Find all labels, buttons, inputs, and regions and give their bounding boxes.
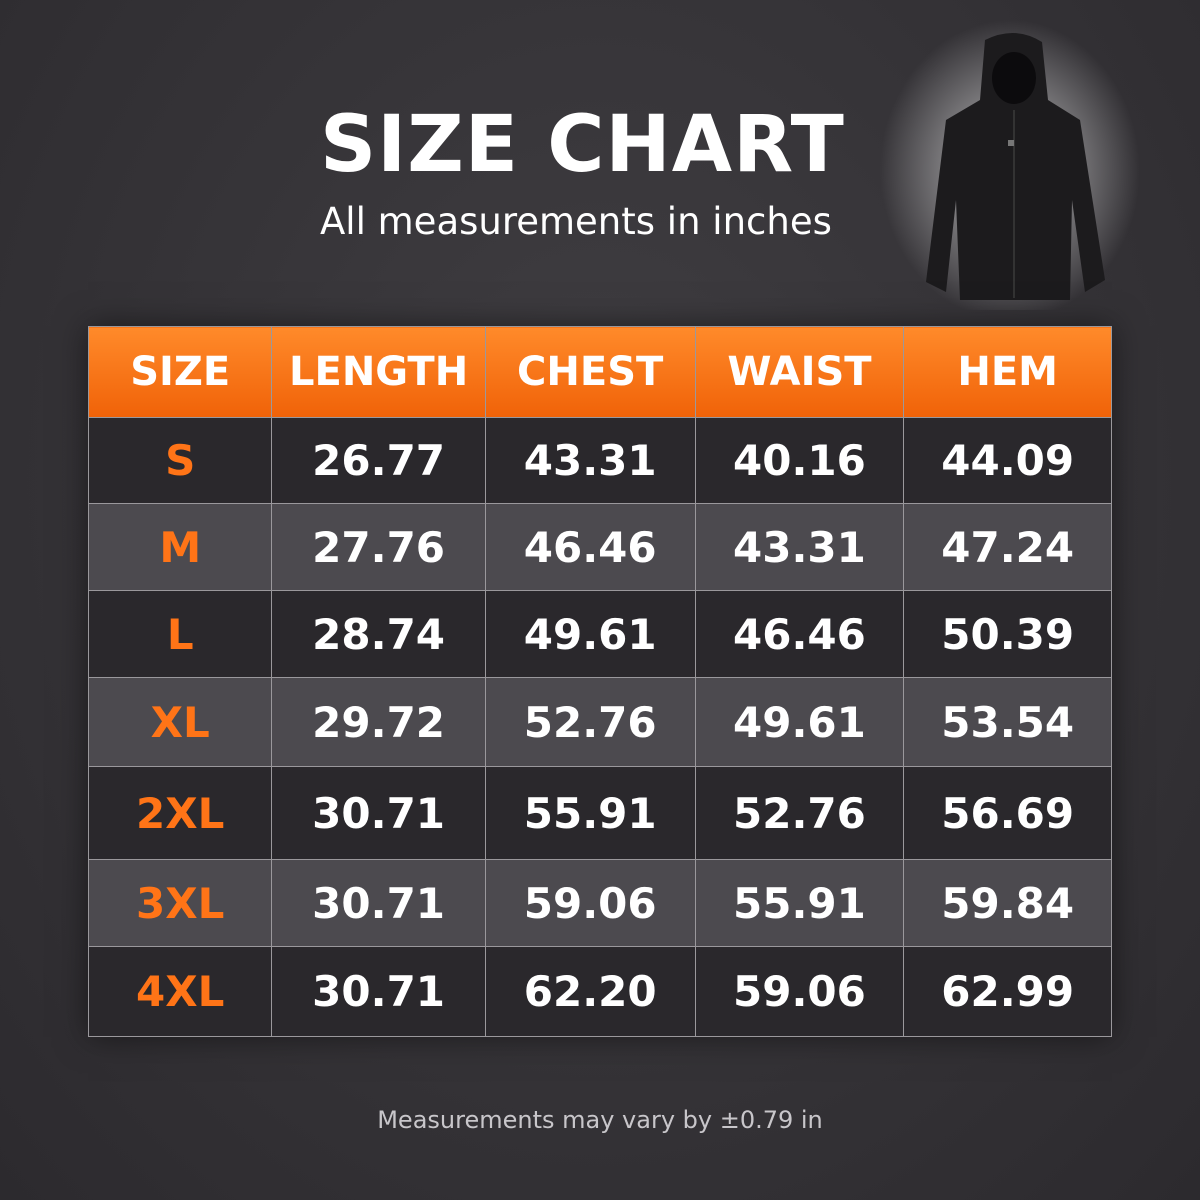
subtitle: All measurements in inches bbox=[320, 200, 832, 243]
measurement-cell: 62.20 bbox=[484, 946, 696, 1037]
measurement-cell: 30.71 bbox=[271, 766, 486, 860]
table-body: S 26.77 43.31 40.16 44.09 M 27.76 46.46 43.31 47.… bbox=[87, 417, 1112, 1037]
column-header: CHEST bbox=[484, 326, 696, 418]
table-row: XL 29.72 52.76 49.61 53.54 bbox=[87, 677, 1112, 767]
size-cell: M bbox=[87, 503, 273, 591]
size-cell: XL bbox=[87, 677, 273, 767]
measurement-cell: 52.76 bbox=[694, 766, 905, 860]
measurement-cell: 59.84 bbox=[903, 859, 1112, 947]
size-cell: L bbox=[87, 590, 273, 678]
measurement-cell: 55.91 bbox=[694, 859, 905, 947]
measurement-cell: 30.71 bbox=[271, 946, 486, 1037]
measurement-cell: 43.31 bbox=[484, 417, 696, 504]
table-row: 4XL 30.71 62.20 59.06 62.99 bbox=[87, 946, 1112, 1037]
measurement-cell: 28.74 bbox=[271, 590, 486, 678]
measurement-cell: 49.61 bbox=[694, 677, 905, 767]
column-header: WAIST bbox=[694, 326, 905, 418]
measurement-cell: 43.31 bbox=[694, 503, 905, 591]
measurement-cell: 46.46 bbox=[694, 590, 905, 678]
measurement-cell: 40.16 bbox=[694, 417, 905, 504]
measurement-cell: 49.61 bbox=[484, 590, 696, 678]
measurement-cell: 30.71 bbox=[271, 859, 486, 947]
measurement-cell: 29.72 bbox=[271, 677, 486, 767]
table-row: M 27.76 46.46 43.31 47.24 bbox=[87, 503, 1112, 591]
jacket-image bbox=[880, 20, 1140, 310]
table-row: 3XL 30.71 59.06 55.91 59.84 bbox=[87, 859, 1112, 947]
measurement-cell: 44.09 bbox=[903, 417, 1112, 504]
measurement-cell: 26.77 bbox=[271, 417, 486, 504]
footer-note: Measurements may vary by ±0.79 in bbox=[377, 1106, 823, 1134]
size-cell: 3XL bbox=[87, 859, 273, 947]
column-header: LENGTH bbox=[271, 326, 486, 418]
column-header: SIZE bbox=[87, 326, 273, 418]
measurement-cell: 53.54 bbox=[903, 677, 1112, 767]
size-cell: 4XL bbox=[87, 946, 273, 1037]
title: SIZE CHART bbox=[320, 100, 845, 190]
size-cell: 2XL bbox=[87, 766, 273, 860]
table-row: 2XL 30.71 55.91 52.76 56.69 bbox=[87, 766, 1112, 860]
measurement-cell: 27.76 bbox=[271, 503, 486, 591]
measurement-cell: 50.39 bbox=[903, 590, 1112, 678]
measurement-cell: 55.91 bbox=[484, 766, 696, 860]
header-row: SIZE LENGTH CHEST WAIST HEM bbox=[87, 326, 1112, 418]
measurement-cell: 46.46 bbox=[484, 503, 696, 591]
size-cell: S bbox=[87, 417, 273, 504]
table-row: L 28.74 49.61 46.46 50.39 bbox=[87, 590, 1112, 678]
size-table: SIZE LENGTH CHEST WAIST HEM S 26.77 43.31 40.16… bbox=[87, 326, 1112, 1037]
measurement-cell: 52.76 bbox=[484, 677, 696, 767]
measurement-cell: 59.06 bbox=[484, 859, 696, 947]
measurement-cell: 47.24 bbox=[903, 503, 1112, 591]
column-header: HEM bbox=[903, 326, 1112, 418]
measurement-cell: 59.06 bbox=[694, 946, 905, 1037]
measurement-cell: 56.69 bbox=[903, 766, 1112, 860]
measurement-cell: 62.99 bbox=[903, 946, 1112, 1037]
table-row: S 26.77 43.31 40.16 44.09 bbox=[87, 417, 1112, 504]
